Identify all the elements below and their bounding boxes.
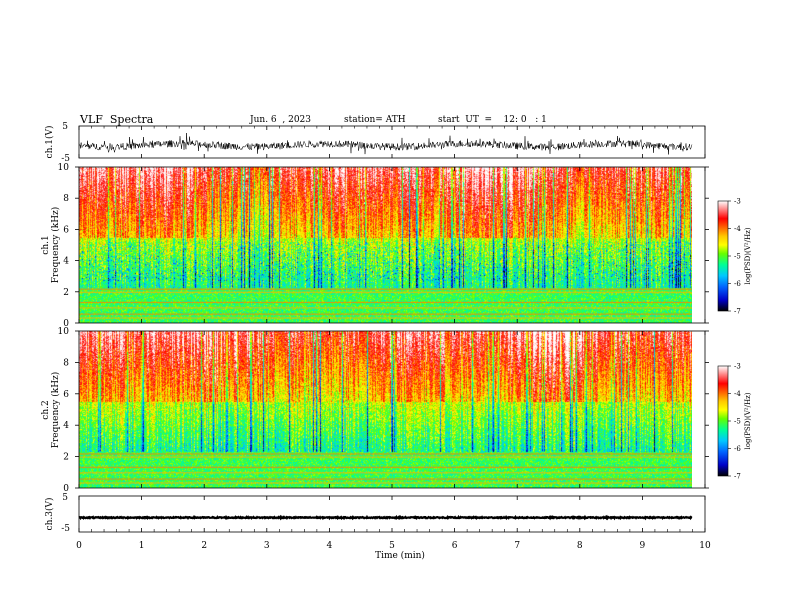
ch2-spectrogram-yticks: 0 2 4 6 8 10 <box>58 327 709 494</box>
ch1-spectrogram-heatmap <box>79 167 692 323</box>
ch3-ylabel: ch.3(V) <box>44 498 55 531</box>
spec2-raster <box>79 331 692 488</box>
colorbar-tick-label: -5 <box>734 253 741 261</box>
colorbar-tick-label: -6 <box>734 280 741 288</box>
colorbar-tick-label: -7 <box>734 473 741 481</box>
figure-title: VLF Spectra <box>80 113 154 126</box>
ch2-spec-ylabel-ch: ch.2 <box>41 400 51 419</box>
time-axis-label: Time (min) <box>375 550 425 561</box>
ch2-spectrogram-heatmap <box>79 331 692 488</box>
ch1-spectrogram-yticks: 0 2 4 6 8 10 <box>58 163 709 329</box>
ytick-label: 0 <box>63 319 69 329</box>
ch1-colorbar-ticks: -3 -4 -5 -6 -7 <box>728 198 741 316</box>
xtick-label: 9 <box>640 541 646 551</box>
colorbar-tick-label: -6 <box>734 445 741 453</box>
xtick-label: 7 <box>514 541 520 551</box>
xtick-label: 10 <box>699 541 711 551</box>
xtick-label: 0 <box>76 541 82 551</box>
xtick-label: 5 <box>389 541 395 551</box>
xtick-label: 4 <box>327 541 333 551</box>
ytick-label: 8 <box>63 358 69 368</box>
colorbar-tick-label: -3 <box>734 363 741 371</box>
ch1-waveform-panel: 5 -5 ch.1(V) <box>44 122 706 164</box>
time-axis-ticks: 0 1 2 3 4 5 6 7 8 9 10 <box>76 126 711 551</box>
ch1-wave-path <box>78 132 693 155</box>
xtick-label: 3 <box>264 541 270 551</box>
ytick-label: 10 <box>58 327 70 337</box>
ytick-label: 8 <box>63 194 69 204</box>
start-ut-label: start UT = 12: 0 : 1 <box>438 115 547 125</box>
ch1-colorbar-label: log(PSD)(V²/Hz) <box>744 227 752 284</box>
ch3-waveform-trace <box>78 514 693 521</box>
ch3-ytick-top: 5 <box>62 493 68 503</box>
ch3-waveform-panel: 5 -5 ch.3(V) 0 1 2 3 4 5 6 7 8 9 10 Time (min) <box>44 126 711 561</box>
ytick-label: 2 <box>63 288 69 298</box>
ytick-label: 4 <box>63 257 69 267</box>
ch3-ytick-bottom: -5 <box>61 524 70 534</box>
spec1-raster <box>79 167 692 323</box>
ytick-label: 0 <box>63 484 69 494</box>
station-label: station= ATH <box>344 115 406 125</box>
ytick-label: 10 <box>58 163 70 173</box>
ch1-ytick-bottom: -5 <box>61 154 70 164</box>
ch1-ytick-top: 5 <box>62 122 68 132</box>
ch1-ylabel: ch.1(V) <box>44 126 55 159</box>
ytick-label: 2 <box>63 453 69 463</box>
ytick-label: 6 <box>63 225 69 235</box>
ch2-colorbar-label: log(PSD)(V²/Hz) <box>744 392 752 449</box>
xtick-label: 8 <box>577 541 583 551</box>
colorbar-tick-label: -4 <box>734 390 741 398</box>
ch1-spec-ylabel-ch: ch.1 <box>41 235 51 254</box>
ch2-spec-ylabel-freq: Frequency (kHz) <box>50 372 61 449</box>
ch2-colorbar-ticks: -3 -4 -5 -6 -7 <box>728 363 741 481</box>
ch3-wave-path <box>78 514 693 521</box>
ch1-spec-ylabel-freq: Frequency (kHz) <box>50 207 61 284</box>
colorbar-tick-label: -3 <box>734 198 741 206</box>
ch1-waveform-trace <box>78 132 693 155</box>
ch2-colorbar <box>717 365 729 477</box>
colorbar-tick-label: -5 <box>734 418 741 426</box>
ch1-colorbar <box>717 200 729 312</box>
xtick-label: 2 <box>201 541 207 551</box>
colorbar-tick-label: -7 <box>734 308 741 316</box>
date-label: Jun. 6 , 2023 <box>250 115 311 125</box>
ytick-label: 4 <box>63 421 69 431</box>
xtick-label: 6 <box>452 541 458 551</box>
ch3-waveform-frame <box>78 495 706 533</box>
xtick-label: 1 <box>139 541 145 551</box>
colorbar-tick-label: -4 <box>734 225 741 233</box>
ytick-label: 6 <box>63 390 69 400</box>
